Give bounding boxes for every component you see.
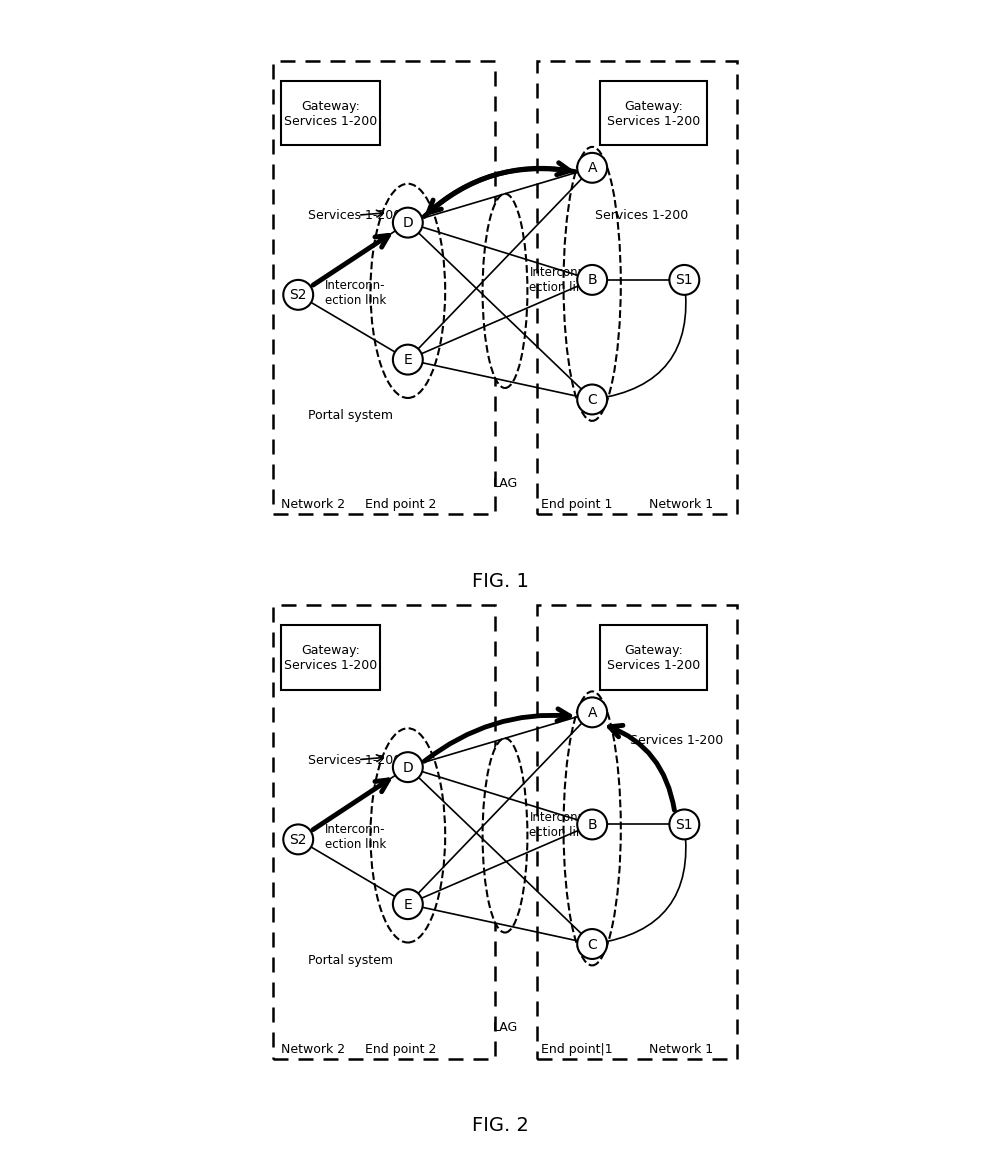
Text: Interconn-
ection link: Interconn- ection link	[528, 266, 589, 294]
Ellipse shape	[483, 739, 526, 932]
Circle shape	[393, 345, 423, 375]
Ellipse shape	[483, 195, 526, 388]
Circle shape	[576, 384, 606, 415]
Text: End point 2: End point 2	[365, 1042, 437, 1055]
Text: End point|1: End point|1	[540, 1042, 611, 1055]
Text: Network 1: Network 1	[648, 498, 713, 511]
Text: B: B	[586, 818, 596, 831]
Text: Portal system: Portal system	[308, 409, 393, 423]
Ellipse shape	[563, 147, 620, 422]
Text: Network 2: Network 2	[281, 498, 345, 511]
Text: End point 1: End point 1	[540, 498, 611, 511]
Text: FIG. 2: FIG. 2	[472, 1116, 527, 1135]
Bar	[536, 61, 736, 514]
Text: A: A	[586, 705, 596, 719]
Circle shape	[393, 753, 423, 783]
Text: D: D	[402, 217, 413, 230]
Text: Network 2: Network 2	[281, 1042, 345, 1055]
Text: LAG: LAG	[492, 1020, 517, 1034]
Text: End point 2: End point 2	[365, 498, 437, 511]
Circle shape	[576, 929, 606, 959]
Text: B: B	[586, 273, 596, 287]
Bar	[273, 61, 495, 514]
Text: Gateway:
Services 1-200: Gateway: Services 1-200	[284, 644, 377, 672]
Text: S2: S2	[289, 288, 307, 302]
Circle shape	[576, 697, 606, 727]
Circle shape	[393, 889, 423, 919]
Bar	[281, 81, 380, 146]
Text: S2: S2	[289, 833, 307, 846]
Text: FIG. 1: FIG. 1	[472, 572, 527, 591]
Bar	[536, 606, 736, 1058]
Text: S1: S1	[675, 818, 692, 831]
Text: LAG: LAG	[492, 476, 517, 490]
Bar	[281, 625, 380, 690]
Text: Interconn-
ection link: Interconn- ection link	[528, 811, 589, 838]
Circle shape	[283, 824, 313, 855]
Text: D: D	[402, 761, 413, 775]
Text: A: A	[586, 161, 596, 175]
Circle shape	[283, 280, 313, 310]
Circle shape	[576, 265, 606, 295]
Ellipse shape	[563, 691, 620, 966]
Text: C: C	[586, 393, 596, 406]
Circle shape	[393, 208, 423, 239]
Circle shape	[576, 153, 606, 183]
Bar	[599, 81, 706, 146]
Bar	[599, 625, 706, 690]
Text: Portal system: Portal system	[308, 953, 393, 967]
Text: C: C	[586, 937, 596, 951]
Circle shape	[668, 265, 698, 295]
Text: Gateway:
Services 1-200: Gateway: Services 1-200	[606, 100, 699, 127]
Circle shape	[668, 809, 698, 840]
Text: Gateway:
Services 1-200: Gateway: Services 1-200	[284, 100, 377, 127]
Text: Services 1-200: Services 1-200	[594, 210, 687, 222]
Text: Network 1: Network 1	[648, 1042, 713, 1055]
Text: E: E	[403, 897, 412, 911]
Text: Services 1-200: Services 1-200	[308, 754, 401, 767]
Circle shape	[576, 809, 606, 840]
Text: E: E	[403, 353, 412, 367]
Ellipse shape	[370, 184, 445, 398]
Ellipse shape	[370, 728, 445, 943]
Text: Interconn-
ection link: Interconn- ection link	[325, 279, 386, 307]
Text: Interconn-
ection link: Interconn- ection link	[325, 823, 386, 851]
Text: S1: S1	[675, 273, 692, 287]
Text: Gateway:
Services 1-200: Gateway: Services 1-200	[606, 644, 699, 672]
Text: Services 1-200: Services 1-200	[629, 733, 722, 747]
Text: Services 1-200: Services 1-200	[308, 210, 401, 222]
Bar	[273, 606, 495, 1058]
